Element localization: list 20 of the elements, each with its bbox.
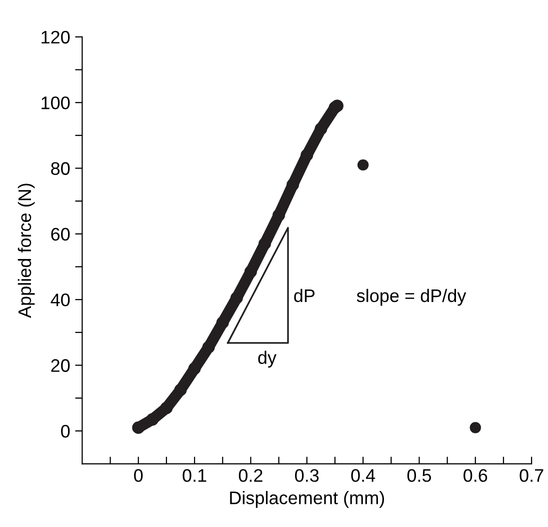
x-tick-label: 0 — [134, 469, 143, 482]
y-tick-label: 60 — [51, 228, 70, 241]
x-tick-label: 0.3 — [295, 469, 319, 482]
x-tick-label: 0.6 — [464, 469, 488, 482]
y-axis-title: Applied force (N) — [18, 184, 35, 318]
y-tick-label: 120 — [42, 30, 70, 44]
x-axis-title: Displacement (mm) — [230, 491, 384, 508]
x-tick-label: 0.7 — [520, 469, 544, 482]
y-tick-label: 0 — [61, 424, 70, 438]
x-tick-label: 0.1 — [182, 469, 206, 482]
x-tick-label: 0.2 — [238, 469, 262, 482]
x-tick-label: 0.4 — [351, 469, 376, 482]
x-tick-label: 0.5 — [407, 469, 432, 482]
annotation: slope = dP/dy — [356, 288, 466, 306]
y-tick-label: 40 — [50, 294, 70, 306]
annotation: dy — [258, 350, 276, 368]
y-tick-label: 20 — [51, 359, 70, 372]
y-tick-label: 80 — [51, 162, 70, 175]
y-tick-label: 100 — [42, 96, 70, 110]
annotation: dP — [294, 288, 315, 302]
